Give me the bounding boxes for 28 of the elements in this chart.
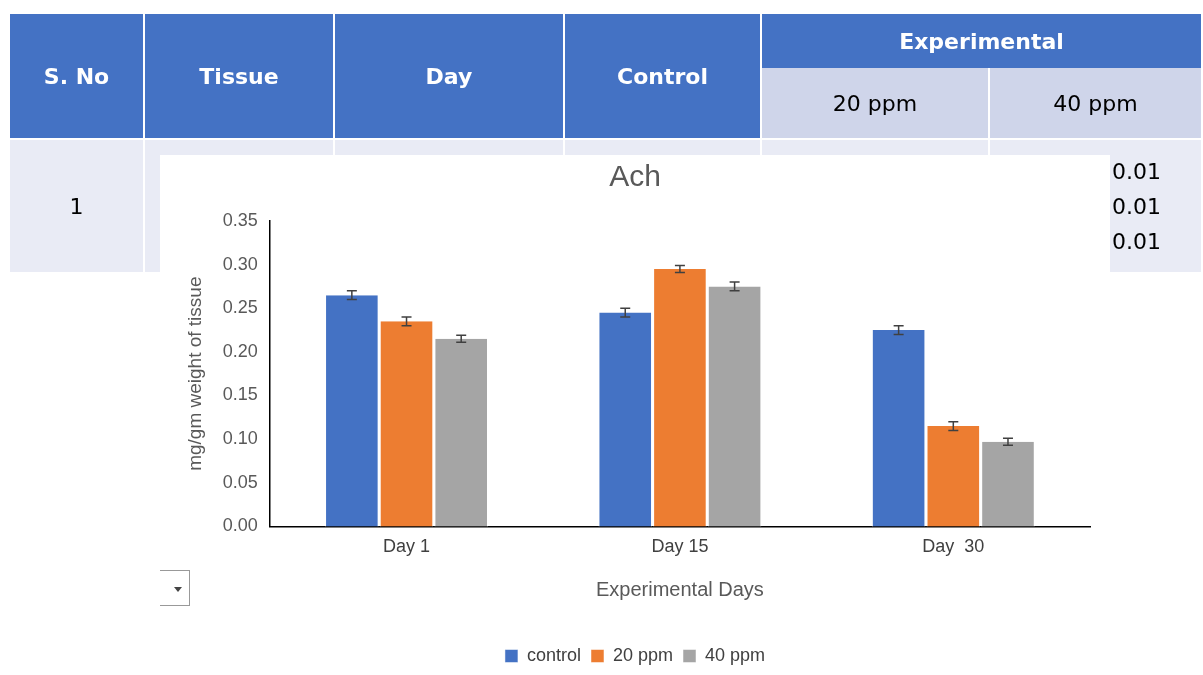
y-tick-label: 0.35	[222, 209, 258, 230]
y-tick-label: 0.05	[222, 471, 258, 492]
y-tick-label: 0.20	[222, 340, 258, 361]
text: 0.01	[1112, 159, 1161, 184]
text: 20 ppm	[832, 90, 918, 116]
text: 0.01	[1112, 194, 1161, 219]
text: 0.01	[1112, 229, 1161, 254]
y-tick-label: 0.25	[222, 297, 258, 318]
legend-label: control	[526, 644, 581, 665]
text: Day	[425, 63, 473, 89]
text: S. No	[43, 63, 110, 89]
x-tick-label: Day 1	[383, 536, 431, 557]
text: Experimental	[899, 28, 1064, 54]
x-tick-label: Day 30	[922, 536, 985, 557]
y-tick-label: 0.15	[222, 384, 258, 405]
text: Control	[617, 63, 708, 89]
y-tick-label: 0.00	[222, 515, 258, 536]
legend-label: 40 ppm	[705, 644, 766, 665]
legend-label: 20 ppm	[612, 644, 674, 665]
y-axis-title: mg/gm weight of tissue	[183, 276, 205, 471]
x-axis-title: Experimental Days	[595, 577, 764, 600]
x-tick-label: Day 15	[651, 536, 709, 557]
y-tick-label: 0.10	[222, 428, 258, 449]
chart-title: Ach	[609, 159, 661, 193]
y-tick-label: 0.30	[222, 253, 258, 274]
text: 1	[69, 193, 84, 219]
text: 40 ppm	[1053, 90, 1138, 116]
text: Tissue	[199, 63, 279, 89]
